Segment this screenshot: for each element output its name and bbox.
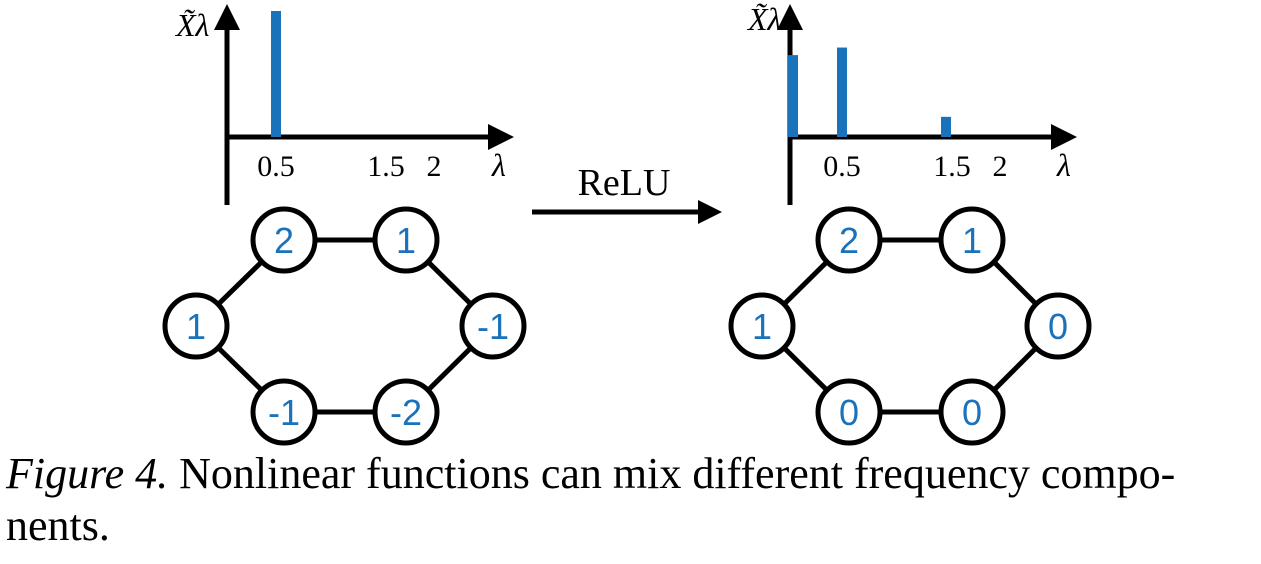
x-axis-label: λ bbox=[1056, 147, 1071, 183]
graph-node: -1 bbox=[250, 378, 318, 446]
node-value: 0 bbox=[839, 392, 859, 433]
graph-node: 2 bbox=[815, 206, 883, 274]
graph-before: 2 1 -1 -2 -1 1 bbox=[162, 206, 527, 446]
node-value: 0 bbox=[962, 392, 982, 433]
x-tick-label: 2 bbox=[427, 150, 442, 183]
transform-arrowhead bbox=[698, 200, 722, 224]
figure-label: Figure 4. bbox=[6, 449, 169, 498]
graph-node: 0 bbox=[815, 378, 883, 446]
graph-node: 1 bbox=[728, 292, 796, 360]
node-value: 1 bbox=[752, 306, 772, 347]
node-value: 2 bbox=[274, 220, 294, 261]
node-value: -2 bbox=[390, 392, 422, 433]
x-tick-label: 1.5 bbox=[933, 150, 971, 183]
spectrum-bar bbox=[941, 116, 951, 137]
graph-node: 1 bbox=[938, 206, 1006, 274]
spectrum-chart-after: X̃λ λ 0.5 1.5 2 bbox=[746, 1, 1077, 205]
graph-edges bbox=[760, 237, 1060, 415]
node-value: 1 bbox=[396, 220, 416, 261]
graph-node: 2 bbox=[250, 206, 318, 274]
y-axis-label: X̃λ bbox=[746, 1, 782, 37]
node-value: 1 bbox=[186, 306, 206, 347]
spectrum-bar bbox=[788, 55, 798, 137]
x-tick-label: 0.5 bbox=[257, 150, 295, 183]
caption-text: Nonlinear functions can mix different fr… bbox=[6, 449, 1176, 550]
spectrum-bar bbox=[837, 47, 847, 137]
bars bbox=[271, 11, 281, 137]
y-axis-arrowhead bbox=[777, 4, 803, 30]
relu-transform: ReLU bbox=[532, 162, 722, 224]
node-value: 0 bbox=[1048, 306, 1068, 347]
figure-canvas: X̃λ λ 0.5 1.5 2 X̃λ λ 0.5 1.5 2 ReLU bbox=[162, 1, 1092, 446]
y-axis-arrowhead bbox=[214, 4, 240, 30]
transform-label: ReLU bbox=[578, 162, 671, 204]
spectrum-bar bbox=[271, 11, 281, 137]
x-axis-arrowhead bbox=[488, 124, 514, 150]
y-axis-label: X̃λ bbox=[174, 7, 210, 43]
graph-node: 0 bbox=[938, 378, 1006, 446]
x-tick-label: 1.5 bbox=[367, 150, 405, 183]
graph-edges bbox=[194, 237, 495, 415]
node-value: -1 bbox=[268, 392, 300, 433]
node-value: -1 bbox=[477, 306, 509, 347]
graph-node: 1 bbox=[372, 206, 440, 274]
graph-node: -2 bbox=[372, 378, 440, 446]
graph-node: 1 bbox=[162, 292, 230, 360]
x-tick-label: 2 bbox=[993, 150, 1008, 183]
figure-caption: Figure 4. Nonlinear functions can mix di… bbox=[6, 448, 1258, 552]
node-value: 2 bbox=[839, 220, 859, 261]
spectrum-chart-before: X̃λ λ 0.5 1.5 2 bbox=[174, 4, 514, 205]
graph-node: -1 bbox=[459, 292, 527, 360]
x-axis-label: λ bbox=[491, 147, 506, 183]
graph-after: 2 1 0 0 0 1 bbox=[728, 206, 1092, 446]
node-value: 1 bbox=[962, 220, 982, 261]
bars bbox=[788, 47, 951, 137]
x-axis-arrowhead bbox=[1051, 124, 1077, 150]
graph-node: 0 bbox=[1024, 292, 1092, 360]
x-tick-label: 0.5 bbox=[823, 150, 861, 183]
